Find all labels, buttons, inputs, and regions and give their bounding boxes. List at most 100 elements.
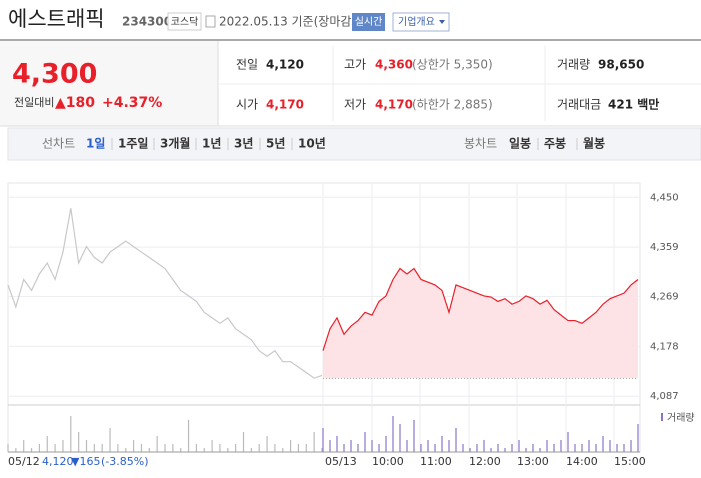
volume-bar <box>321 448 323 452</box>
x-tick-label: 13:00 <box>517 455 549 468</box>
tab[interactable]: 일봉 <box>509 137 531 151</box>
tab[interactable]: 주봉 <box>544 137 566 151</box>
volume-bar <box>195 444 197 452</box>
volume-bar <box>133 440 135 452</box>
prev-change: ▼165 <box>71 455 100 468</box>
volume-bar <box>38 444 40 452</box>
volume-bar <box>364 432 366 452</box>
volume-bar <box>274 444 276 452</box>
stat-label: 전일 <box>236 58 258 72</box>
volume-bar <box>616 444 618 452</box>
x-tick-label: 15:00 <box>614 455 646 468</box>
volume-bar <box>630 440 632 452</box>
volume-bar <box>567 432 569 452</box>
volume-bar <box>336 436 338 452</box>
tab[interactable]: 3개월 <box>160 136 190 151</box>
volume-bar <box>235 444 237 452</box>
realtime-button[interactable] <box>352 13 385 31</box>
volume-bar <box>117 444 119 452</box>
volume-bar <box>553 444 555 452</box>
volume-bar <box>258 444 260 452</box>
volume-bar <box>623 444 625 452</box>
volume-bar <box>588 440 590 452</box>
volume-bar <box>109 428 111 452</box>
volume-bar <box>343 444 345 452</box>
volume-bar <box>427 440 429 452</box>
stat-value: 4,120 <box>266 58 304 72</box>
volume-bar <box>78 432 80 452</box>
volume-bar <box>574 444 576 452</box>
tab[interactable]: 3년 <box>234 137 253 151</box>
change: ▲180 <box>55 95 95 111</box>
stat-label: 거래대금 <box>557 98 601 112</box>
tab[interactable]: 월봉 <box>583 136 605 151</box>
tab[interactable]: 5년 <box>266 137 285 151</box>
stat-value: 98,650 <box>598 58 644 72</box>
volume-bar <box>203 448 205 452</box>
volume-bar <box>242 432 245 452</box>
volume-bar <box>490 448 492 452</box>
y-tick-label: 4,450 <box>650 192 679 203</box>
volume-bar <box>15 448 17 452</box>
company[interactable]: 기업개요 <box>398 15 435 28</box>
volume-bar <box>62 440 64 452</box>
volume-bar <box>93 444 95 452</box>
realtime[interactable]: 실시간 <box>355 16 383 28</box>
price-area <box>323 268 638 379</box>
y-tick-label: 4,269 <box>650 291 679 302</box>
volume-bar <box>54 444 56 452</box>
tab[interactable]: 1주일 <box>118 137 148 151</box>
volume-bar <box>609 440 611 452</box>
volume-bar <box>595 444 597 452</box>
volume-bar <box>164 444 166 452</box>
stat-note: (상한가 5,350) <box>412 58 493 72</box>
volume-bar <box>518 440 520 452</box>
x-tick-label: 11:00 <box>420 455 452 468</box>
company-button[interactable] <box>392 12 450 32</box>
volume-bar <box>297 444 300 452</box>
price-box <box>0 41 218 126</box>
volume-bar <box>70 416 72 452</box>
volume-bar <box>539 448 541 452</box>
volume-bar <box>305 444 307 452</box>
tab[interactable]: 1년 <box>202 137 221 151</box>
stat-value: 4,360 <box>375 58 413 72</box>
date-icon <box>205 15 216 28</box>
stat-note: (하한가 2,885) <box>412 98 493 112</box>
volume-bar <box>455 428 457 452</box>
prev-rate: (-3.85%) <box>101 455 149 468</box>
volume-bar <box>637 424 639 452</box>
stat-label: 고가 <box>344 58 366 72</box>
change-label: 전일대비 <box>14 95 54 109</box>
volume-bar <box>434 444 436 452</box>
dropdown-arrow <box>439 20 445 24</box>
stat-label: 시가 <box>236 98 258 112</box>
volume-bar <box>85 440 88 452</box>
volume-bar <box>7 444 9 452</box>
x-tick-label: 12:00 <box>469 455 501 468</box>
stat-value: 421 백만 <box>608 97 659 112</box>
volume-bar <box>101 444 103 452</box>
date: 2022.05.13 기준(장마감) <box>219 15 356 29</box>
volume-bar <box>378 444 380 452</box>
y-tick-label: 4,359 <box>650 242 679 253</box>
volume-bar <box>156 436 158 452</box>
tab-label: 봉차트 <box>464 137 497 151</box>
volume-bar <box>140 444 143 452</box>
tab[interactable]: 1일 <box>86 137 105 151</box>
tab-label: 선차트 <box>42 137 75 151</box>
legend-swatch <box>661 413 663 421</box>
tab[interactable]: 10년 <box>298 137 326 151</box>
tab-bar <box>7 127 701 161</box>
volume-bar <box>172 444 174 452</box>
volume-bar <box>180 448 182 452</box>
volume-bar <box>219 444 221 452</box>
stat-label: 저가 <box>344 98 366 112</box>
y-tick-label: 4,178 <box>650 341 679 352</box>
volume-bar <box>313 432 315 452</box>
volume-bar <box>476 444 478 452</box>
prev-close: 4,120 <box>42 455 74 468</box>
price: 4,300 <box>12 59 97 90</box>
rate: +4.37% <box>102 95 162 111</box>
